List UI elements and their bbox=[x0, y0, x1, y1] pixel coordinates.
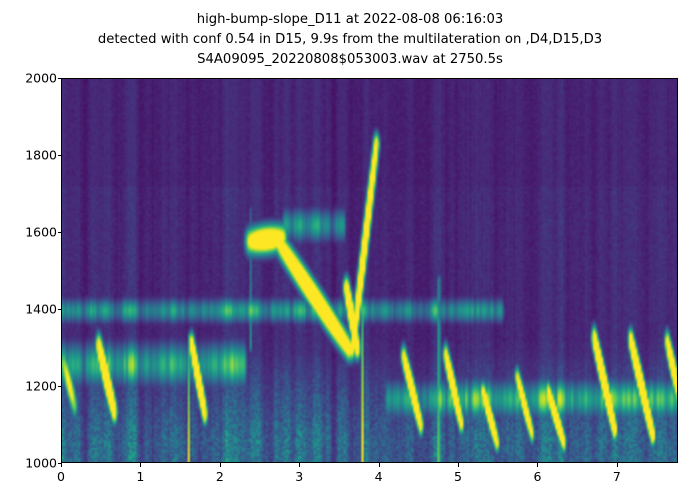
spectrogram-heatmap bbox=[62, 79, 677, 462]
x-tick-mark bbox=[140, 463, 141, 467]
x-tick-label-2: 2 bbox=[215, 469, 224, 484]
x-tick-label-4: 4 bbox=[374, 469, 383, 484]
x-tick-mark bbox=[617, 463, 618, 467]
figure-title: high-bump-slope_D11 at 2022-08-08 06:16:… bbox=[97, 12, 603, 67]
y-tick-label-1000: 1000 bbox=[25, 455, 57, 471]
y-tick-label-1600: 1600 bbox=[25, 224, 57, 240]
y-tick-mark bbox=[57, 309, 61, 310]
y-tick-label-2000: 2000 bbox=[25, 70, 57, 86]
y-tick-label-1800: 1800 bbox=[25, 147, 57, 163]
x-tick-label-1: 1 bbox=[136, 469, 145, 484]
x-tick-label-0: 0 bbox=[57, 469, 65, 484]
y-axis-tick-labels: 1000 1200 1400 1600 1800 2000 bbox=[0, 0, 57, 500]
x-tick-mark bbox=[537, 463, 538, 467]
x-tick-label-3: 3 bbox=[295, 469, 304, 484]
y-tick-mark bbox=[57, 155, 61, 156]
x-tick-label-6: 6 bbox=[533, 469, 542, 484]
x-tick-label-7: 7 bbox=[612, 469, 621, 484]
x-tick-mark bbox=[379, 463, 380, 467]
x-tick-mark bbox=[61, 463, 62, 467]
y-tick-mark bbox=[57, 386, 61, 387]
y-tick-label-1400: 1400 bbox=[25, 301, 57, 317]
x-tick-label-5: 5 bbox=[454, 469, 463, 484]
y-tick-mark bbox=[57, 463, 61, 464]
x-tick-mark bbox=[458, 463, 459, 467]
y-tick-mark bbox=[57, 78, 61, 79]
y-tick-mark bbox=[57, 232, 61, 233]
spectrogram-axes[interactable] bbox=[61, 78, 678, 463]
y-tick-label-1200: 1200 bbox=[25, 378, 57, 394]
x-tick-mark bbox=[220, 463, 221, 467]
x-tick-mark bbox=[299, 463, 300, 467]
